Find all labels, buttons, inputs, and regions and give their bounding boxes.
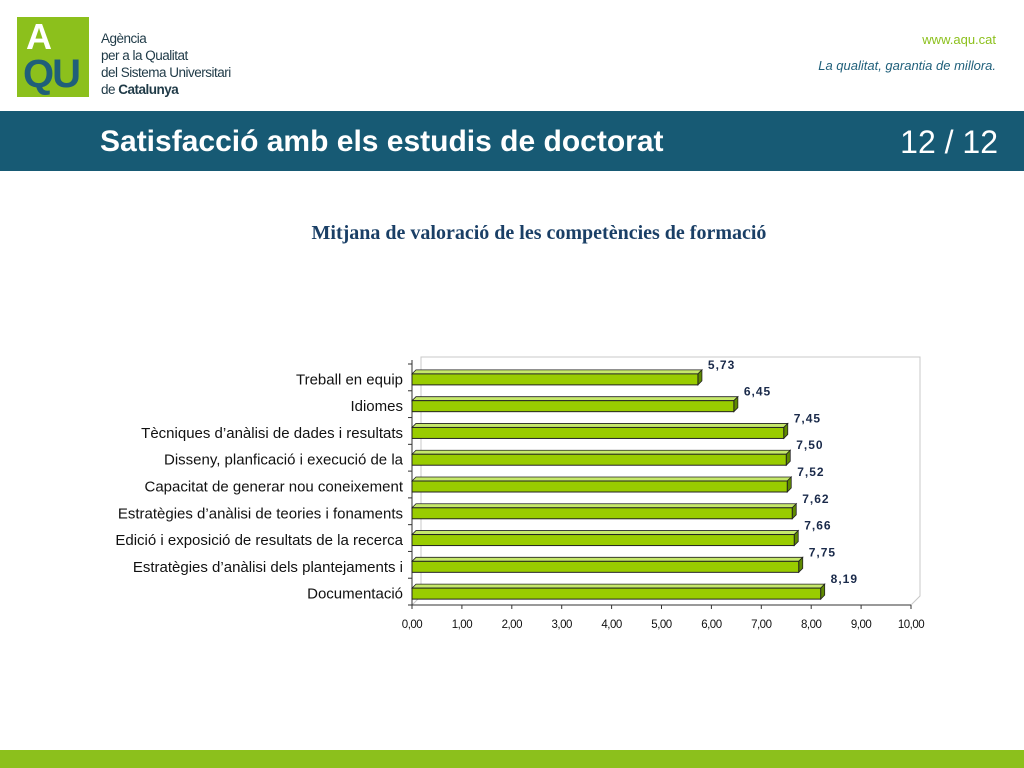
x-tick-label: 4,00: [601, 619, 621, 631]
category-label: Edició i exposició de resultats de la re…: [115, 532, 403, 549]
category-label: Capacitat de generar nou coneixement: [144, 479, 403, 496]
tagline: La qualitat, garantia de millora.: [818, 58, 996, 73]
data-label: 8,19: [831, 572, 858, 586]
data-label: 7,62: [802, 492, 829, 506]
x-tick-label: 2,00: [502, 619, 522, 631]
logo-letters-qu: QU: [23, 52, 81, 96]
aqu-logo: A QU: [17, 17, 89, 97]
bar-top-face: [411, 530, 800, 535]
bar: [411, 453, 787, 466]
bar-chart: 0,00 1,00 2,00 3,00 4,00 5,00 6,00 7,00 8,00 9,00…: [115, 356, 925, 631]
website-link[interactable]: www.aqu.cat: [922, 32, 996, 47]
logo-letter-a: A: [26, 16, 52, 57]
category-label: Idiomes: [350, 398, 403, 415]
bar-top-face: [411, 476, 793, 482]
org-line-4-prefix: de: [101, 82, 119, 97]
data-label: 7,50: [796, 438, 823, 452]
bar-top-face: [411, 556, 804, 562]
category-label: Estratègies d’anàlisi de teories i fonam…: [118, 505, 403, 522]
data-label: 7,52: [797, 465, 824, 479]
bar: [411, 534, 795, 547]
bar: [411, 480, 788, 493]
bar: [411, 507, 793, 520]
bar-top-face: [411, 583, 826, 589]
bar-top-face: [411, 396, 739, 402]
org-line-4: de Catalunya: [101, 81, 231, 98]
x-tick-label: 8,00: [801, 619, 821, 631]
footer-bar: [0, 750, 1024, 768]
data-label: 7,75: [809, 545, 836, 559]
bar: [411, 400, 735, 413]
organization-name: Agència per a la Qualitat del Sistema Un…: [101, 30, 231, 98]
x-tick-label: 3,00: [552, 619, 572, 631]
data-label: 7,66: [804, 519, 831, 533]
org-line-4-bold: Catalunya: [118, 82, 179, 97]
bar-top-face: [411, 449, 792, 455]
category-label: Treball en equip: [296, 371, 403, 388]
bar: [411, 560, 800, 573]
bar-top-face: [411, 503, 798, 509]
x-tick-label: 0,00: [402, 619, 422, 631]
data-label: 6,45: [744, 385, 771, 399]
org-line-2: per a la Qualitat: [101, 48, 188, 63]
bar: [411, 587, 822, 600]
x-tick-label: 10,00: [898, 619, 924, 631]
chart-title: Mitjana de valoració de les competències…: [311, 222, 767, 244]
title-band: Satisfacció amb els estudis de doctorat …: [0, 111, 1024, 171]
bar: [411, 426, 785, 439]
data-label: 5,73: [708, 358, 735, 372]
data-label: 7,45: [794, 411, 821, 425]
bar-top-face: [411, 423, 789, 428]
x-tick-label: 9,00: [851, 619, 871, 631]
category-label: Estratègies d’anàlisi dels plantejaments…: [133, 559, 403, 576]
category-label: Documentació: [307, 586, 403, 603]
x-tick-label: 6,00: [701, 619, 721, 631]
x-tick-label: 7,00: [751, 619, 771, 631]
page-number: 12 / 12: [900, 124, 998, 160]
slide-title: Satisfacció amb els estudis de doctorat: [100, 125, 664, 158]
bar: [411, 373, 699, 386]
bar-top-face: [411, 369, 703, 375]
org-line-1: Agència: [101, 31, 147, 46]
x-tick-label: 5,00: [651, 619, 671, 631]
org-line-3: del Sistema Universitari: [101, 65, 231, 80]
category-label: Disseny, planficació i execució de la: [164, 452, 404, 469]
category-label: Tècniques d’anàlisi de dades i resultats: [141, 425, 403, 442]
x-tick-label: 1,00: [452, 619, 472, 631]
